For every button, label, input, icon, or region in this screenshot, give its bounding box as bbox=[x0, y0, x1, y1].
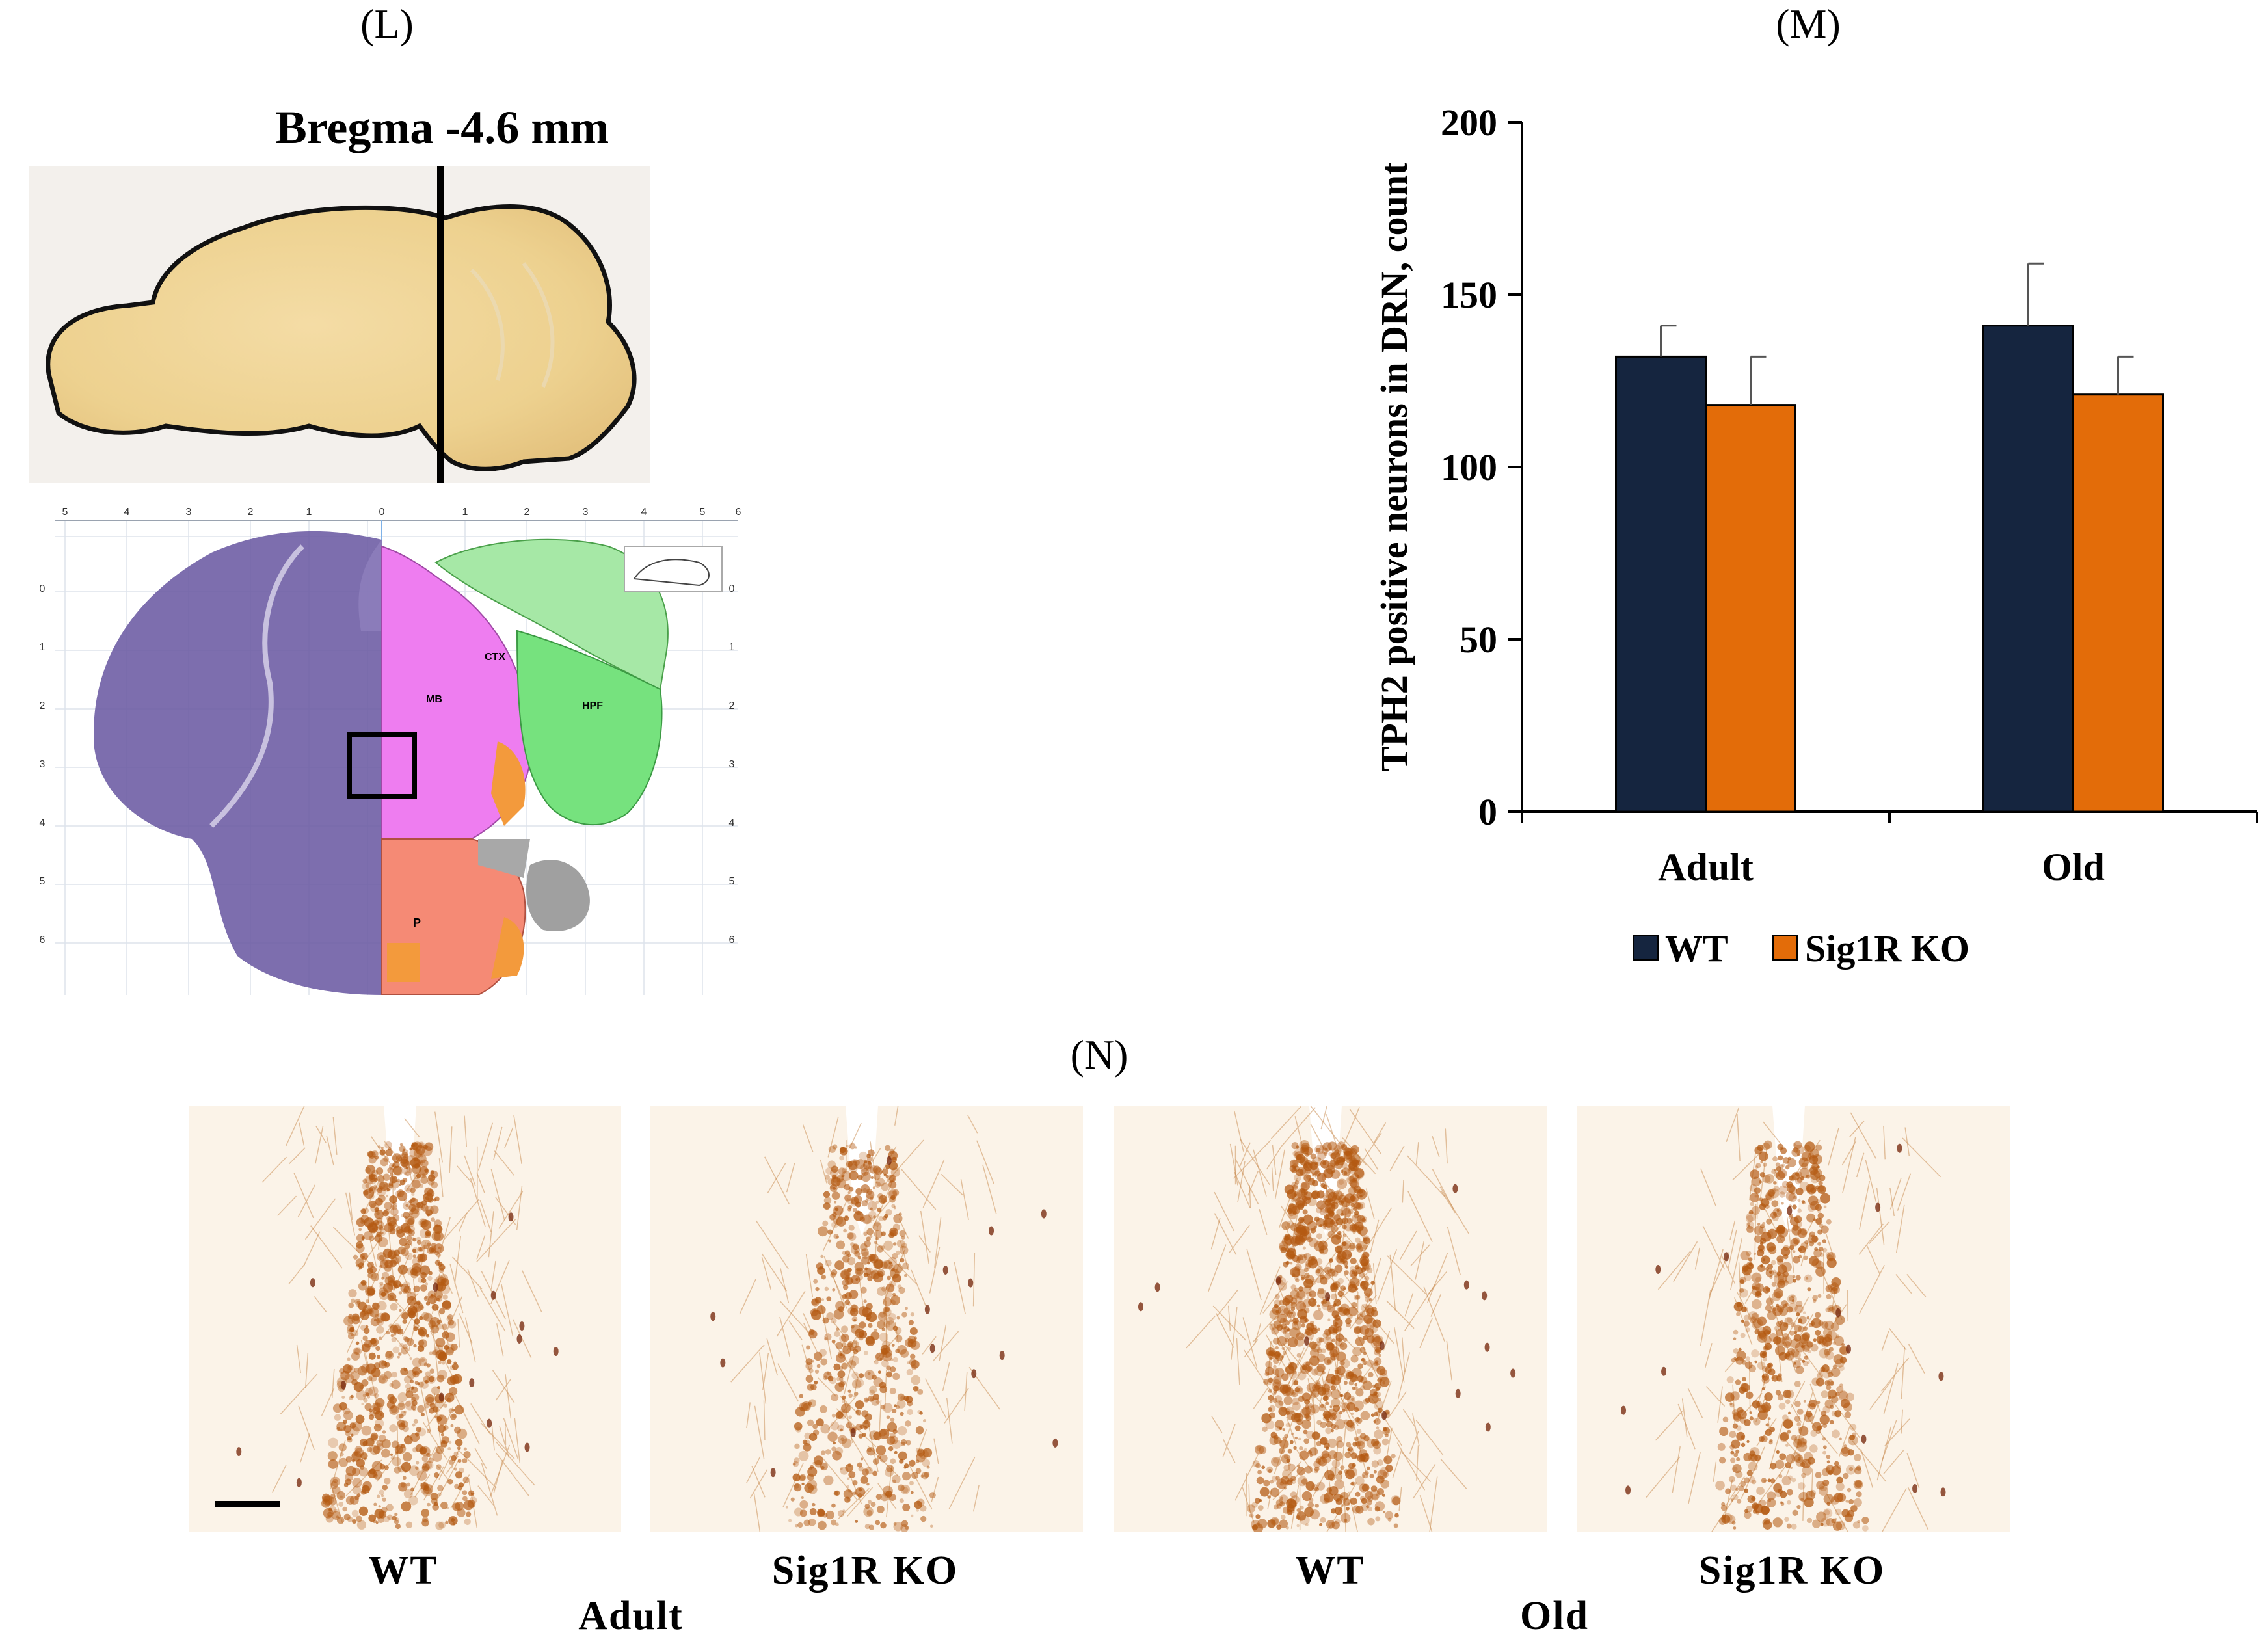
bar-sig1r-ko-adult bbox=[1705, 404, 1796, 813]
micrograph-caption: WT bbox=[368, 1548, 438, 1593]
coronal-atlas-drawing: CTX HPF MB P 5 4 3 2 1 0 1 2 3 4 5 6 0 1… bbox=[40, 507, 741, 996]
atlas-side-tick: 1 bbox=[729, 642, 735, 653]
atlas-top-tick: 3 bbox=[186, 507, 192, 518]
micrograph-caption: WT bbox=[1295, 1548, 1365, 1593]
legend-swatch-wt bbox=[1633, 935, 1659, 961]
bregma-title: Bregma -4.6 mm bbox=[275, 101, 609, 153]
y-tick-label: 150 bbox=[1441, 274, 1497, 316]
micrograph-old-sig1r-ko bbox=[1577, 1106, 2010, 1532]
sagittal-brain-outline bbox=[46, 166, 637, 483]
legend-label-ko: Sig1R KO bbox=[1805, 927, 1969, 970]
atlas-side-tick: 5 bbox=[729, 876, 735, 887]
atlas-side-tick: 1 bbox=[40, 642, 46, 653]
atlas-label-ctx: CTX bbox=[485, 652, 505, 663]
micrograph-old-wt bbox=[1114, 1106, 1547, 1532]
drn-region-box bbox=[347, 732, 417, 799]
atlas-label-mb: MB bbox=[426, 694, 442, 705]
sagittal-brain-image bbox=[29, 166, 650, 483]
atlas-side-tick: 4 bbox=[40, 817, 46, 829]
atlas-top-tick: 5 bbox=[700, 507, 706, 518]
atlas-inset-thumbnail bbox=[624, 546, 723, 592]
bar-wt-adult bbox=[1615, 355, 1707, 813]
atlas-top-tick: 2 bbox=[248, 507, 254, 518]
atlas-top-tick: 4 bbox=[641, 507, 647, 518]
y-axis-title: TPH2 positive neurons in DRN, count bbox=[1373, 162, 1415, 771]
atlas-top-tick: 2 bbox=[524, 507, 530, 518]
atlas-side-tick: 3 bbox=[729, 759, 735, 770]
atlas-side-tick: 6 bbox=[40, 935, 46, 946]
atlas-side-tick: 5 bbox=[40, 876, 46, 887]
atlas-side-tick: 0 bbox=[729, 583, 735, 594]
legend-label-wt: WT bbox=[1665, 927, 1728, 970]
atlas-top-tick: 3 bbox=[583, 507, 589, 518]
micrograph-adult-wt bbox=[189, 1106, 621, 1532]
y-tick-label: 0 bbox=[1478, 791, 1497, 833]
atlas-top-tick: 6 bbox=[736, 507, 741, 518]
panel-label-l: (L) bbox=[360, 1, 414, 47]
coronal-atlas-image: CTX HPF MB P 5 4 3 2 1 0 1 2 3 4 5 6 0 1… bbox=[23, 501, 745, 996]
panel-label-m: (M) bbox=[1776, 1, 1841, 47]
chart-legend: WT Sig1R KO bbox=[1633, 927, 2088, 972]
atlas-label-hpf: HPF bbox=[582, 700, 603, 711]
x-category-label: Old bbox=[2042, 845, 2105, 888]
atlas-side-tick: 4 bbox=[729, 817, 735, 829]
atlas-side-tick: 2 bbox=[729, 700, 735, 711]
y-tick-label: 50 bbox=[1460, 618, 1497, 661]
atlas-top-tick: 4 bbox=[124, 507, 130, 518]
bar-wt-old bbox=[1982, 325, 2074, 813]
bar-sig1r-ko-old bbox=[2072, 393, 2164, 813]
group-label-old: Old bbox=[1520, 1594, 1589, 1638]
atlas-side-tick: 3 bbox=[40, 759, 46, 770]
atlas-top-tick: 0 bbox=[379, 507, 385, 518]
atlas-label-p: P bbox=[413, 916, 421, 929]
atlas-side-tick: 6 bbox=[729, 935, 735, 946]
legend-swatch-ko bbox=[1772, 935, 1798, 961]
group-label-adult: Adult bbox=[578, 1594, 684, 1638]
scale-bar bbox=[215, 1501, 280, 1507]
atlas-side-tick: 2 bbox=[40, 700, 46, 711]
atlas-top-tick: 1 bbox=[462, 507, 468, 518]
x-category-label: Adult bbox=[1658, 845, 1754, 888]
atlas-side-tick: 0 bbox=[40, 583, 46, 594]
micrograph-caption: Sig1R KO bbox=[1698, 1548, 1886, 1593]
atlas-top-tick: 5 bbox=[62, 507, 68, 518]
micrograph-adult-sig1r-ko bbox=[650, 1106, 1083, 1532]
micrograph-caption: Sig1R KO bbox=[771, 1548, 959, 1593]
y-tick-label: 100 bbox=[1441, 446, 1497, 488]
atlas-top-tick: 1 bbox=[306, 507, 312, 518]
y-tick-label: 200 bbox=[1441, 101, 1497, 144]
tph2-bar-chart: 0 50 100 150 200 Adult Old TPH2 positive neuron… bbox=[1373, 101, 2258, 888]
panel-label-n: (N) bbox=[1070, 1031, 1128, 1078]
